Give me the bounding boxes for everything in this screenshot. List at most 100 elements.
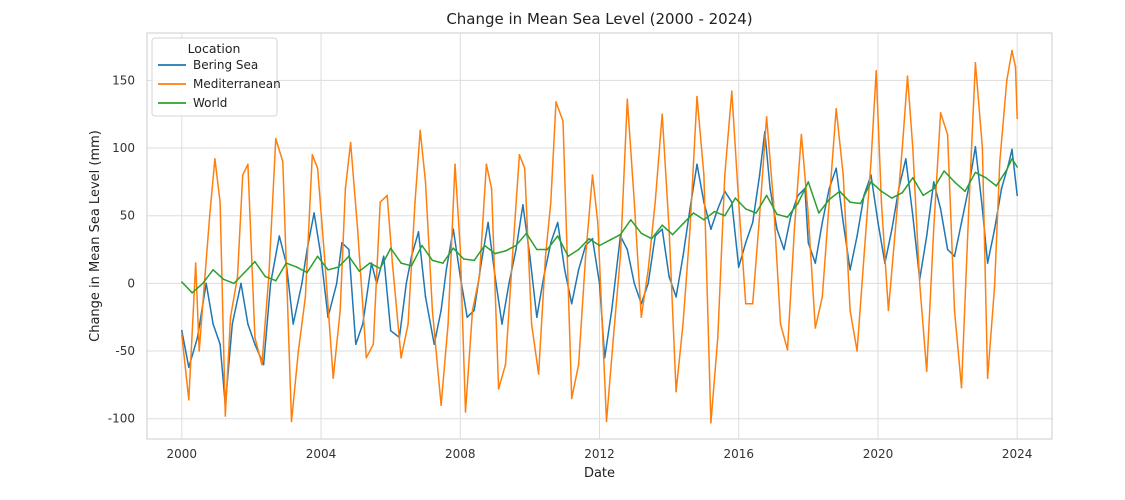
data-point-mediterranean [946,133,949,136]
data-point-bering-sea [682,255,684,258]
data-point-world [682,223,684,225]
data-point-world [985,177,987,179]
y-tick-label: -50 [115,344,135,358]
data-point-world [807,181,810,183]
data-point-bering-sea [821,221,824,224]
data-point-world [755,212,757,214]
data-point-mediterranean [724,174,726,176]
data-point-bering-sea [776,228,778,230]
data-point-mediterranean [689,228,691,230]
data-point-mediterranean [619,255,622,258]
data-point-bering-sea [877,221,879,224]
data-point-world [233,282,235,285]
y-tick-label: 100 [112,141,135,155]
data-point-mediterranean [471,309,474,312]
data-point-mediterranean [236,275,239,278]
y-tick-label: -100 [108,412,135,426]
series-mediterranean [181,49,1018,424]
data-point-world [337,266,340,268]
data-point-mediterranean [440,404,442,407]
data-point-mediterranean [842,174,844,176]
data-point-mediterranean [758,214,761,217]
data-point-bering-sea [974,145,977,148]
data-point-mediterranean [786,348,789,351]
data-point-bering-sea [835,167,837,170]
data-point-bering-sea [633,282,636,285]
data-point-world [379,267,382,270]
data-point-mediterranean [424,181,427,183]
data-point-mediterranean [203,282,206,285]
data-point-bering-sea [946,248,949,251]
data-point-bering-sea [466,316,469,319]
data-point-bering-sea [362,323,364,325]
data-point-mediterranean [849,309,851,312]
data-point-world [995,185,998,187]
data-point-mediterranean [981,147,984,149]
data-point-mediterranean [523,167,526,170]
data-point-mediterranean [511,255,514,258]
series-line-bering-sea [181,131,1018,406]
data-point-mediterranean [999,160,1001,163]
data-point-bering-sea [842,221,844,224]
data-point-bering-sea [219,343,221,346]
data-point-bering-sea [556,221,559,224]
data-point-bering-sea [231,323,234,325]
x-tick-label: 2024 [1002,447,1033,461]
data-point-world [389,247,392,249]
data-point-mediterranean [647,269,649,271]
data-point-mediterranean [1011,49,1013,52]
data-point-bering-sea [515,248,517,251]
data-point-bering-sea [758,174,761,176]
data-point-bering-sea [769,187,771,190]
data-point-mediterranean [379,201,382,203]
data-point-mediterranean [282,160,284,163]
data-point-world [588,237,590,240]
data-point-world [703,219,705,221]
data-point-world [828,198,830,201]
data-point-world [285,262,288,264]
data-point-mediterranean [208,214,211,217]
data-point-world [431,259,434,262]
data-point-bering-sea [254,343,256,346]
data-point-mediterranean [304,296,307,298]
data-point-bering-sea [301,282,303,285]
data-point-world [1016,166,1018,168]
data-point-world [483,244,486,247]
data-point-world [421,244,423,247]
data-point-bering-sea [570,302,573,305]
series-line-world [181,158,1018,294]
data-point-mediterranean [181,334,183,336]
data-point-world [243,271,246,274]
x-axis-title: Date [584,466,615,481]
x-tick-label: 2000 [167,447,198,461]
data-point-bering-sea [939,208,942,210]
legend: Location Bering Sea Mediterranean World [151,37,281,117]
data-point-bering-sea [550,242,552,244]
data-point-mediterranean [365,357,368,359]
data-point-world [640,232,643,235]
data-point-bering-sea [433,343,436,346]
data-point-mediterranean [894,228,897,230]
data-point-bering-sea [696,163,698,166]
data-point-mediterranean [504,363,507,366]
data-point-mediterranean [717,336,719,339]
data-point-mediterranean [779,323,782,325]
data-point-bering-sea [668,275,670,278]
data-point-mediterranean [751,302,754,305]
data-point-world [859,202,862,205]
data-point-bering-sea [783,248,785,251]
data-point-world [598,244,601,247]
data-point-mediterranean [633,201,636,203]
data-point-bering-sea [849,269,851,271]
data-point-world [275,279,277,282]
data-point-bering-sea [932,181,935,183]
data-point-mediterranean [925,370,928,373]
data-point-bering-sea [563,269,566,271]
data-point-bering-sea [320,255,322,258]
data-point-bering-sea [508,282,510,285]
data-point-bering-sea [529,255,531,258]
data-point-world [964,190,966,193]
legend-label-bering-sea: Bering Sea [193,58,258,72]
data-point-mediterranean [993,285,996,287]
data-point-world [661,224,663,226]
